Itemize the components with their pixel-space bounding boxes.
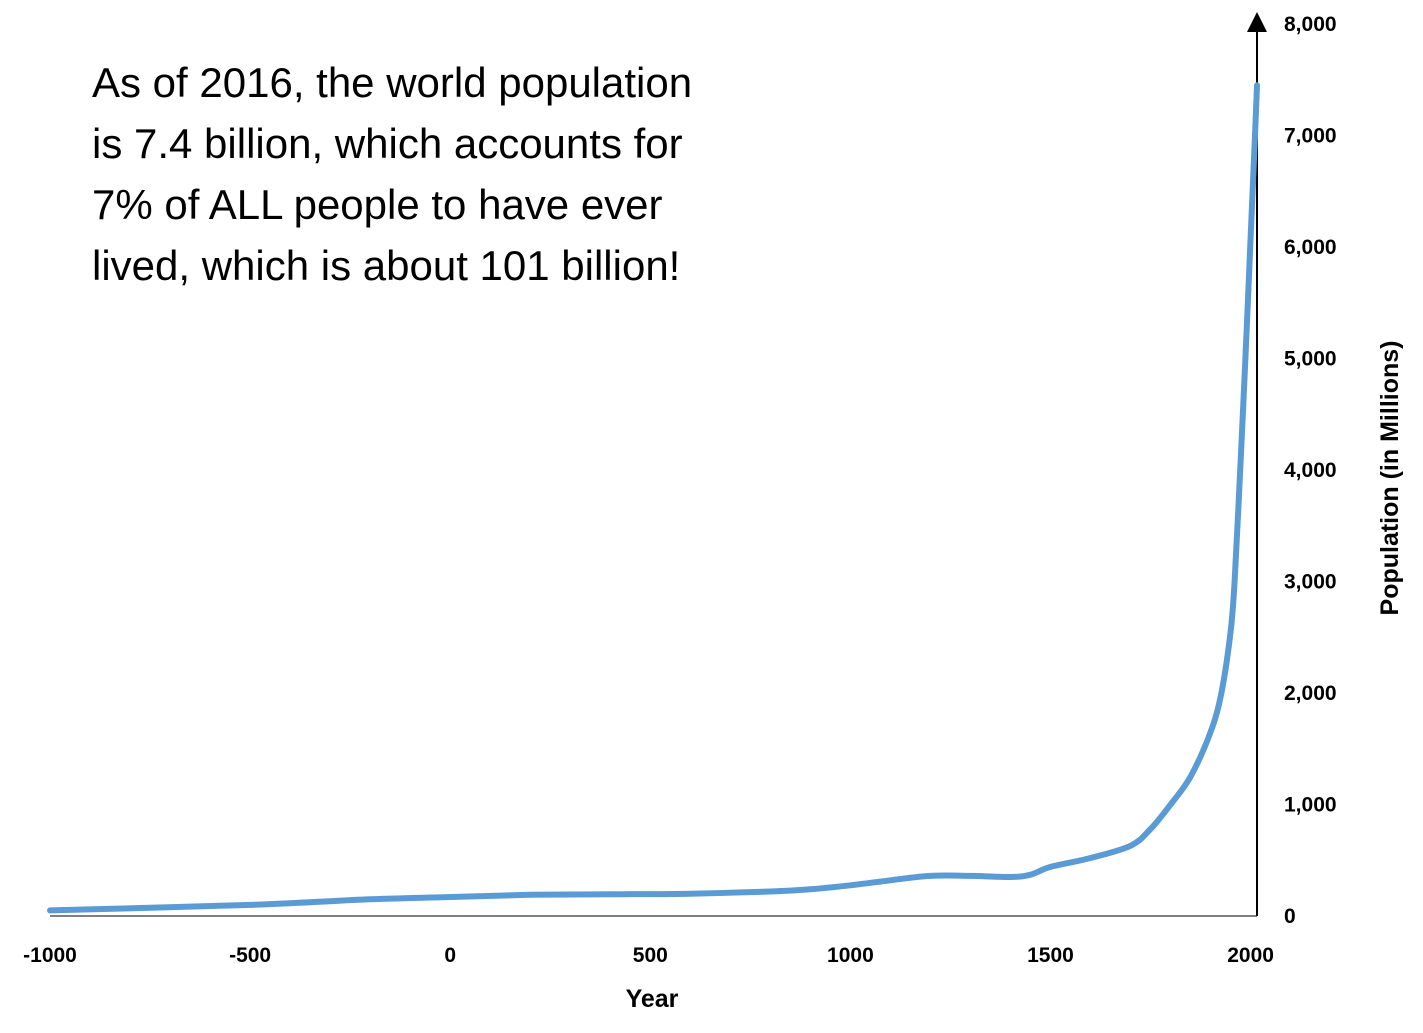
- annotation-line: lived, which is about 101 billion!: [92, 242, 681, 289]
- x-tick-label: 1500: [1027, 944, 1074, 967]
- y-tick-label: 1,000: [1284, 794, 1337, 817]
- population-series-line: [47, 82, 1260, 914]
- annotation-line: As of 2016, the world population: [92, 59, 693, 106]
- y-tick-label: 7,000: [1284, 125, 1337, 148]
- y-tick-label: 8,000: [1284, 13, 1337, 36]
- x-tick-label: 0: [444, 944, 456, 967]
- y-tick-label: 0: [1284, 905, 1296, 928]
- annotation-line: is 7.4 billion, which accounts for: [92, 120, 683, 167]
- y-axis-tick-labels: 0 1,000 2,000 3,000 4,000 5,000 6,000 7,000 8,00…: [1284, 13, 1337, 928]
- annotation-text: As of 2016, the world population is 7.4 …: [92, 52, 792, 296]
- annotation-line: 7% of ALL people to have ever: [92, 181, 663, 228]
- y-tick-label: 3,000: [1284, 571, 1337, 594]
- y-tick-label: 2,000: [1284, 682, 1337, 705]
- x-tick-label: -500: [229, 944, 271, 967]
- x-axis-title: Year: [626, 985, 679, 1013]
- x-tick-label: 2000: [1227, 944, 1274, 967]
- x-tick-label: 1000: [827, 944, 874, 967]
- x-axis-tick-labels: -1000 -500 0 500 1000 1500 2000: [23, 944, 1274, 967]
- y-tick-label: 6,000: [1284, 236, 1337, 259]
- y-tick-label: 4,000: [1284, 459, 1337, 482]
- y-tick-label: 5,000: [1284, 348, 1337, 371]
- x-tick-label: 500: [633, 944, 668, 967]
- x-tick-label: -1000: [23, 944, 77, 967]
- y-axis-title: Population (in Millions): [1376, 341, 1404, 616]
